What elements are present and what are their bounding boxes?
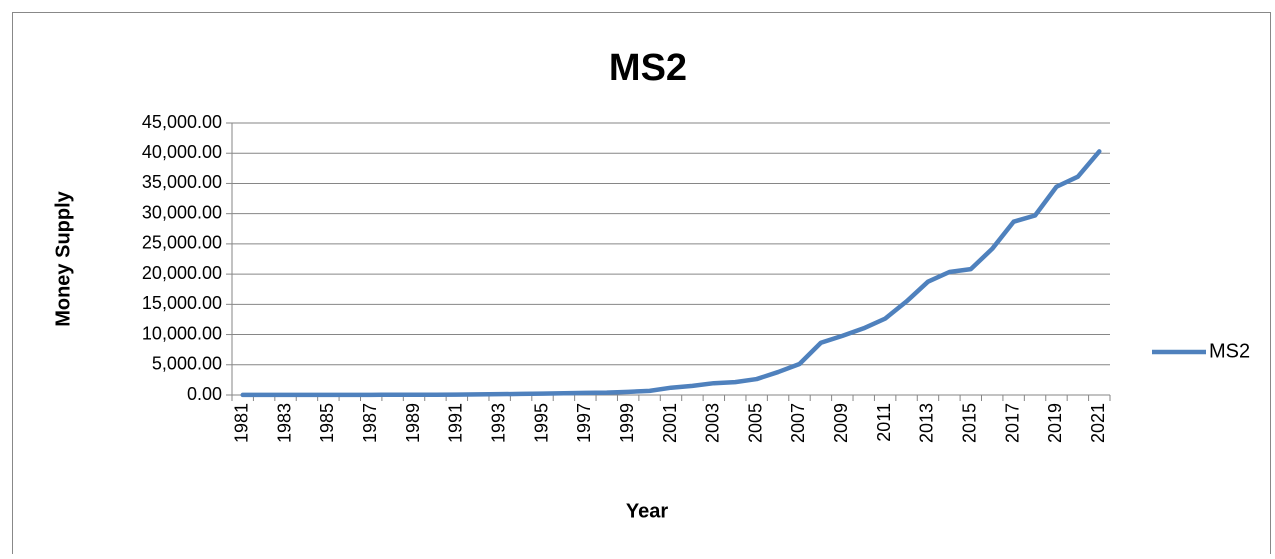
x-tick-label: 1993 — [488, 403, 508, 443]
x-tick-label: 1999 — [617, 403, 637, 443]
x-tick-label: 2003 — [703, 403, 723, 443]
y-tick-label: 10,000.00 — [142, 323, 222, 343]
x-tick-label: 2013 — [917, 403, 937, 443]
y-tick-label: 5,000.00 — [152, 354, 222, 374]
x-tick-label: 1995 — [531, 403, 551, 443]
y-tick-label: 15,000.00 — [142, 293, 222, 313]
y-tick-label: 40,000.00 — [142, 142, 222, 162]
x-tick-label: 2009 — [831, 403, 851, 443]
x-tick-label: 2011 — [874, 403, 894, 442]
x-tick-label: 2007 — [788, 403, 808, 443]
legend-label: MS2 — [1209, 340, 1250, 362]
x-tick-label: 1989 — [403, 403, 423, 443]
y-tick-label: 45,000.00 — [142, 112, 222, 132]
x-tick-label: 1985 — [317, 403, 337, 443]
y-tick-label: 35,000.00 — [142, 172, 222, 192]
x-tick-label: 1981 — [231, 403, 251, 443]
x-tick-label: 1991 — [446, 403, 466, 443]
x-tick-label: 2019 — [1045, 403, 1065, 443]
y-axis-label: Money Supply — [52, 190, 74, 326]
chart-border — [12, 12, 1271, 559]
x-tick-label: 2001 — [660, 403, 680, 443]
x-tick-label: 2015 — [960, 403, 980, 443]
y-tick-label: 30,000.00 — [142, 202, 222, 222]
x-tick-label: 1983 — [274, 403, 294, 443]
x-axis-label: Year — [626, 500, 668, 522]
x-tick-label: 1997 — [574, 403, 594, 443]
x-tick-label: 2021 — [1088, 403, 1108, 443]
x-tick-label: 1987 — [360, 403, 380, 443]
x-tick-label: 2005 — [745, 403, 765, 443]
data-line — [240, 149, 1102, 398]
x-tick-label: 2017 — [1002, 403, 1022, 443]
y-tick-label: 25,000.00 — [142, 233, 222, 253]
y-tick-label: 20,000.00 — [142, 263, 222, 283]
chart-title: MS2 — [609, 47, 687, 89]
y-tick-label: 0.00 — [187, 384, 222, 404]
